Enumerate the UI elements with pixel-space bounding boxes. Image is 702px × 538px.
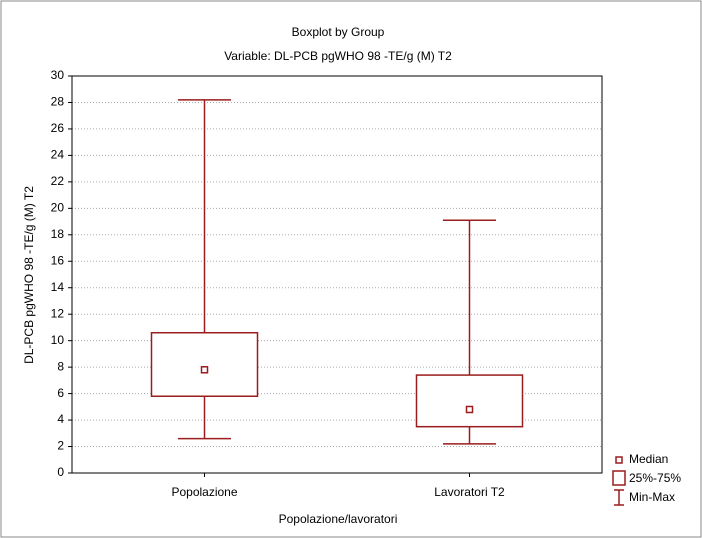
y-tick-label: 4: [57, 412, 64, 426]
y-tick-label: 24: [51, 148, 65, 162]
plot-border: [71, 75, 603, 474]
legend-median-icon: [615, 456, 623, 464]
y-tick-label: 28: [51, 95, 65, 109]
legend-box-icon: [612, 470, 626, 486]
y-tick-label: 0: [57, 465, 64, 479]
y-tick-label: 30: [51, 68, 65, 82]
legend-label: 25%-75%: [629, 471, 681, 485]
y-tick-label: 16: [51, 253, 65, 267]
y-tick-label: 18: [51, 227, 65, 241]
legend-label: Median: [629, 452, 668, 466]
y-tick-label: 6: [57, 386, 64, 400]
box: [415, 374, 524, 428]
y-axis-label: DL-PCB pgWHO 98 -TE/g (M) T2: [22, 186, 36, 364]
y-tick-label: 2: [57, 439, 64, 453]
y-tick-label: 22: [51, 174, 65, 188]
median: [465, 405, 474, 414]
y-tick-label: 14: [51, 280, 65, 294]
chart-subtitle: Variable: DL-PCB pgWHO 98 -TE/g (M) T2: [224, 49, 452, 63]
x-axis-label: Popolazione/lavoratori: [279, 512, 398, 526]
y-tick-label: 10: [51, 333, 65, 347]
chart-title: Boxplot by Group: [292, 25, 385, 39]
y-tick-label: 12: [51, 306, 65, 320]
median: [200, 366, 209, 374]
y-tick-label: 26: [51, 121, 65, 135]
x-tick-label: Lavoratori T2: [434, 485, 505, 499]
legend-label: Min-Max: [629, 490, 675, 504]
x-tick-label: Popolazione: [171, 485, 237, 499]
box: [150, 331, 259, 397]
y-tick-label: 8: [57, 359, 64, 373]
y-tick-label: 20: [51, 201, 65, 215]
